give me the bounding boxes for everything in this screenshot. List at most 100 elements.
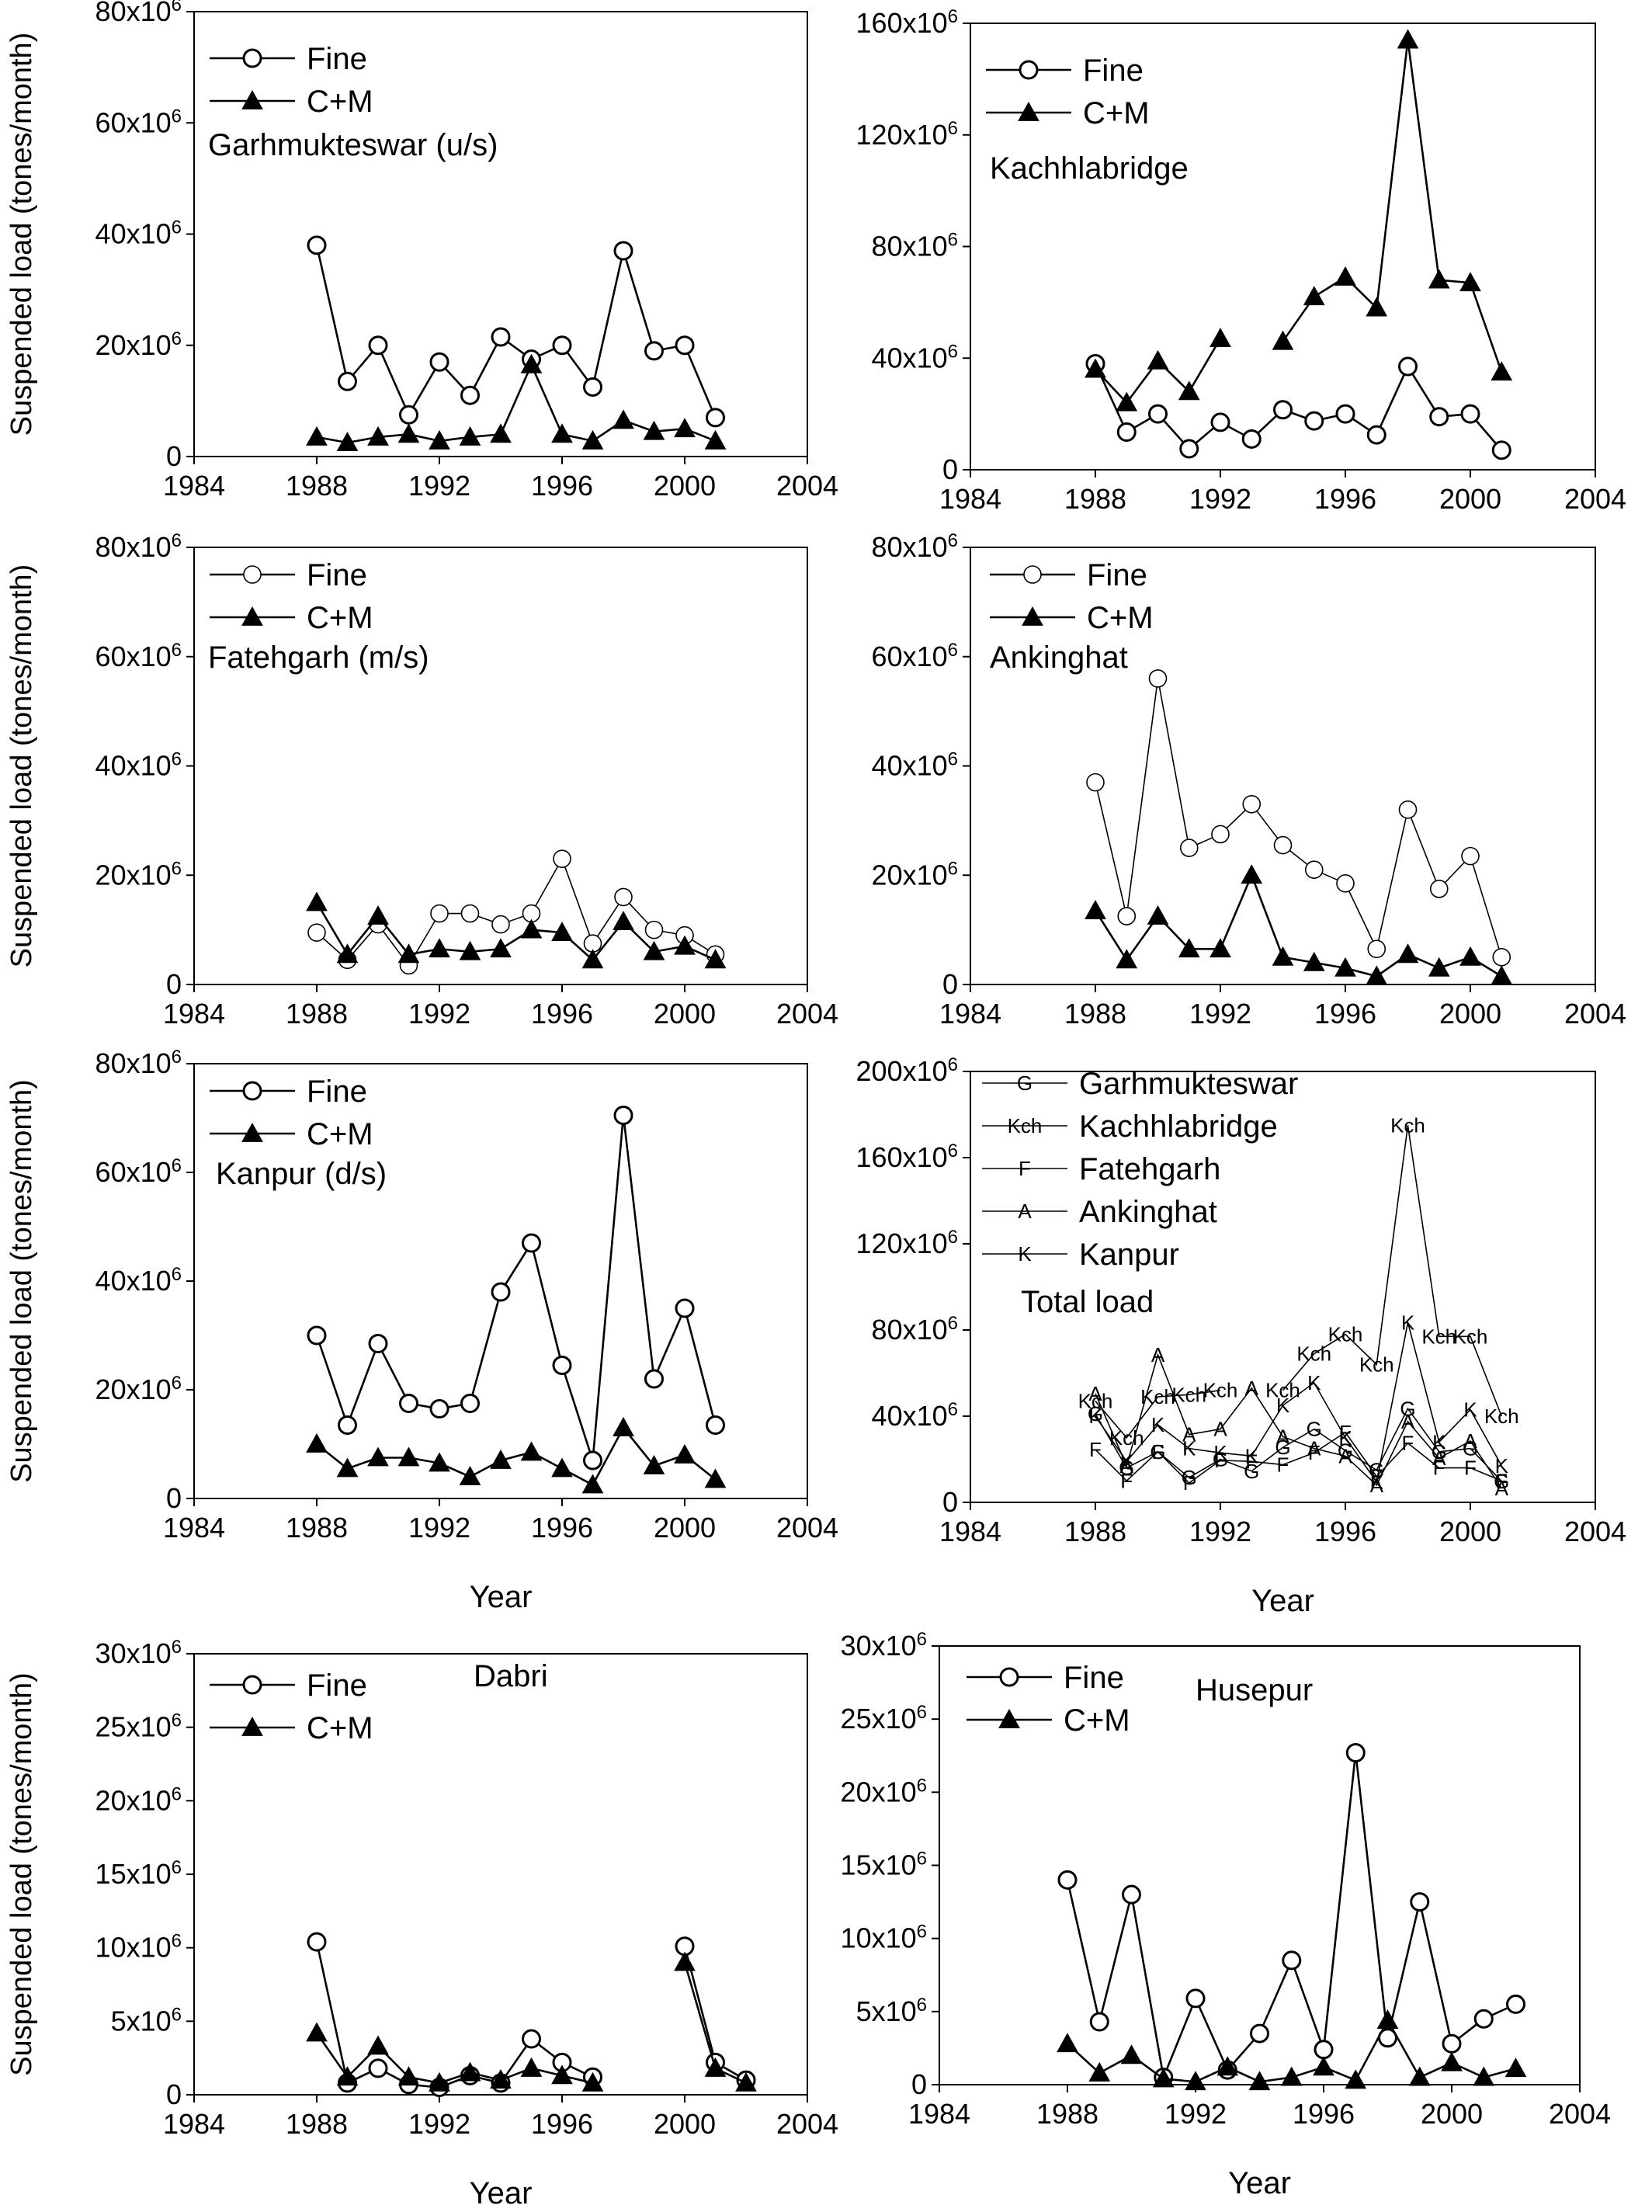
data-point — [522, 1233, 541, 1253]
data-point — [490, 2069, 512, 2089]
data-point — [368, 1334, 388, 1353]
data-point — [1179, 439, 1199, 459]
data-point — [551, 922, 573, 942]
data-point — [367, 2035, 389, 2055]
y-tick-label: 20x106 — [95, 328, 182, 361]
legend-marker — [1018, 101, 1039, 121]
data-point — [551, 1457, 573, 1478]
data-point — [397, 2066, 420, 2086]
data-point — [1210, 412, 1230, 432]
data-point: K — [1088, 1405, 1102, 1428]
chart-panel-fatehgarh: 1984 1988 1992 1996 2000 2004 0 20x106 40x106 60x… — [5, 530, 838, 1030]
data-point — [1429, 880, 1449, 898]
legend-marker — [241, 1716, 263, 1736]
panel-annotation: Ankinghat — [990, 641, 1128, 675]
series-line — [1066, 1752, 1517, 2082]
data-point — [368, 2058, 388, 2078]
legend-label: C+M — [307, 601, 373, 635]
x-tick-label: 1996 — [1314, 1516, 1376, 1547]
data-point: K — [1182, 1437, 1196, 1460]
y-axis-title: Suspended load (tones/month) — [5, 1672, 38, 2076]
series-c-m — [306, 1416, 727, 1494]
y-tick-label: 40x106 — [95, 748, 182, 782]
series-line — [315, 1115, 717, 1461]
data-point: A — [1276, 1425, 1290, 1448]
legend-label: Kachhlabridge — [1079, 1109, 1278, 1144]
legend-label: C+M — [307, 1711, 373, 1745]
data-point — [706, 1415, 725, 1435]
data-point — [459, 425, 481, 446]
data-point — [336, 432, 359, 451]
legend-marker — [241, 606, 263, 626]
data-point: A — [1151, 1343, 1165, 1366]
data-point: G — [1182, 1466, 1197, 1489]
x-tick-label: 1996 — [531, 998, 593, 1030]
data-point: Kch — [1484, 1405, 1519, 1428]
data-point — [397, 943, 420, 964]
series-line — [315, 1941, 594, 2089]
data-point: A — [1182, 1423, 1196, 1446]
legend-label: C+M — [1087, 601, 1154, 635]
data-point — [581, 1474, 604, 1494]
data-point — [490, 423, 512, 443]
data-point — [490, 938, 512, 958]
y-tick-label: 0 — [166, 440, 182, 472]
data-point — [429, 352, 449, 372]
data-point — [1152, 2068, 1175, 2088]
legend-marker — [999, 1667, 1019, 1687]
x-tick-label: 1988 — [286, 2108, 348, 2140]
y-axis-title: Suspended load (tones/month) — [5, 564, 38, 968]
x-tick-label: 2000 — [1439, 1516, 1501, 1547]
x-tick-label: 1984 — [939, 1516, 1001, 1547]
data-point — [459, 2061, 481, 2082]
data-point — [367, 1446, 389, 1467]
data-point — [1459, 272, 1481, 292]
x-tick-label: 1992 — [408, 2108, 470, 2140]
legend-marker — [1023, 565, 1042, 584]
legend-label: C+M — [307, 1117, 373, 1151]
y-tick-label: 5x106 — [111, 2004, 182, 2037]
y-tick-label: 80x106 — [872, 1313, 958, 1346]
series-fine — [307, 1106, 725, 1471]
x-tick-label: 1984 — [163, 470, 225, 502]
data-point — [367, 425, 389, 446]
legend-marker — [241, 1122, 263, 1142]
legend: Fine C+M — [210, 42, 373, 119]
data-point — [1210, 328, 1231, 347]
y-tick-label: 60x106 — [95, 1155, 182, 1189]
data-point — [1313, 2056, 1334, 2076]
data-point — [1397, 943, 1419, 964]
chart-panel-kanpur: 1984 1988 1992 1996 2000 2004 0 20x106 40x106 60x… — [5, 1047, 838, 1615]
data-point — [552, 1356, 572, 1375]
legend-label: Garhmukteswar — [1079, 1067, 1298, 1101]
data-point — [1272, 330, 1294, 350]
x-tick-label: 2004 — [776, 1512, 838, 1544]
data-point: F — [1495, 1469, 1508, 1492]
legend: Fine C+M — [967, 1661, 1130, 1738]
data-point — [1086, 773, 1105, 792]
series-line — [1095, 678, 1503, 958]
data-point: K — [1151, 1413, 1165, 1436]
data-point: K — [1245, 1444, 1259, 1467]
data-point — [1345, 2069, 1367, 2089]
series-line — [1095, 1389, 1221, 1439]
data-point — [1366, 297, 1388, 317]
y-tick-label: 0 — [911, 2068, 927, 2100]
data-point — [551, 2064, 573, 2085]
data-point — [399, 405, 418, 425]
data-point — [614, 887, 633, 907]
data-point — [1335, 404, 1355, 424]
legend-marker: K — [1018, 1242, 1032, 1266]
data-point — [1272, 946, 1294, 966]
x-tick-label: 1992 — [1189, 1516, 1251, 1547]
data-point — [1117, 907, 1137, 925]
y-tick-label: 30x106 — [841, 1629, 927, 1662]
x-tick-label: 1996 — [531, 470, 593, 502]
data-point — [307, 923, 326, 942]
data-point: A — [1401, 1410, 1415, 1433]
data-point — [1147, 905, 1169, 925]
data-point — [1408, 2066, 1431, 2086]
data-point: K — [1276, 1394, 1290, 1417]
data-point — [1473, 2009, 1494, 2029]
y-axis-title: Suspended load (tones/month) — [5, 1079, 38, 1483]
